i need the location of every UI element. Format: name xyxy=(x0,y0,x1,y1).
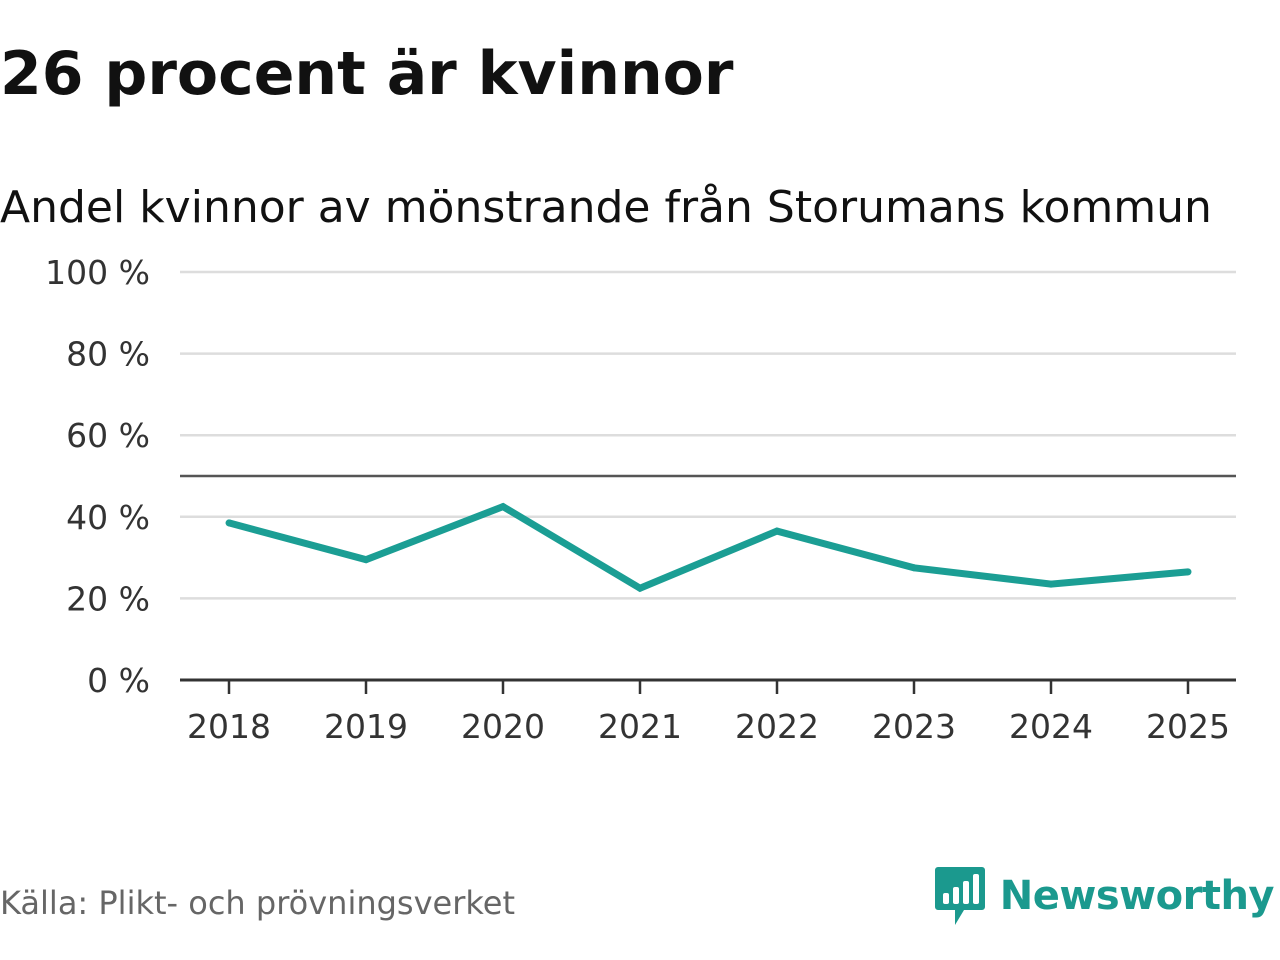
x-tick-label: 2019 xyxy=(324,707,408,746)
data-point xyxy=(773,527,781,535)
brand-name: Newsworthy xyxy=(999,873,1275,919)
chart-subtitle: Andel kvinnor av mönstrande från Storuma… xyxy=(0,182,1212,233)
data-point xyxy=(910,564,918,572)
source-note: Källa: Plikt- och prövningsverket xyxy=(0,884,515,922)
y-tick-label: 20 % xyxy=(66,579,150,618)
x-tick-label: 2020 xyxy=(461,707,545,746)
x-tick-label: 2022 xyxy=(735,707,819,746)
series-line xyxy=(228,502,1189,593)
x-tick-label: 2024 xyxy=(1009,707,1093,746)
data-point xyxy=(1184,568,1192,576)
x-tick-label: 2018 xyxy=(187,707,271,746)
y-tick-label: 60 % xyxy=(66,416,150,455)
y-tick-label: 80 % xyxy=(66,335,150,374)
brand-logo-group[interactable]: Newsworthy xyxy=(934,864,1275,928)
chart-title: 26 procent är kvinnor xyxy=(0,39,734,109)
y-tick-label: 0 % xyxy=(87,661,150,700)
data-point xyxy=(362,556,370,564)
data-point xyxy=(636,584,644,592)
data-point xyxy=(225,519,233,527)
x-tick-label: 2025 xyxy=(1146,707,1230,746)
x-tick-label: 2021 xyxy=(598,707,682,746)
newsworthy-logo-icon xyxy=(934,867,985,925)
x-tick-label: 2023 xyxy=(872,707,956,746)
y-tick-label: 40 % xyxy=(66,498,150,537)
y-tick-label: 100 % xyxy=(45,253,150,292)
data-point xyxy=(1047,580,1055,588)
data-point xyxy=(499,503,507,511)
